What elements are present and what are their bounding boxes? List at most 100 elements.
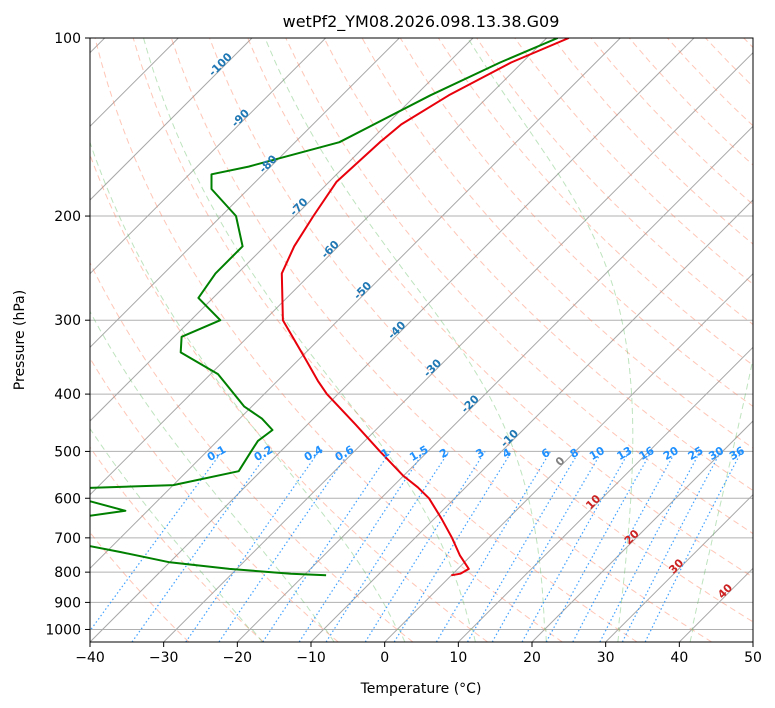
- isotherm-line: [605, 493, 753, 642]
- sounding-profiles: [90, 38, 570, 577]
- isotherms: [90, 38, 753, 642]
- isotherm-label: -50: [351, 279, 374, 302]
- mixing-ratio-line: [298, 451, 425, 642]
- mixing-ratio-label: 20: [661, 444, 681, 463]
- dry-adiabat-line: [90, 446, 264, 642]
- mixing-ratio-label: 6: [539, 446, 552, 461]
- y-tick-label: 300: [54, 313, 81, 329]
- dry-adiabats: [90, 38, 753, 642]
- mixing-ratio-line: [262, 451, 391, 642]
- mixing-ratio-line: [599, 451, 701, 642]
- isotherm-line: [384, 272, 753, 642]
- mixing-ratio-line: [545, 451, 652, 642]
- dry-adiabat-line: [170, 38, 712, 642]
- dry-adiabat-line: [132, 38, 638, 642]
- isotherm-line: [90, 38, 695, 642]
- mixing-ratio-label: 1: [379, 446, 392, 461]
- moist-adiabat-line: [689, 356, 753, 642]
- mixing-ratio-label: 25: [686, 444, 706, 463]
- mixing-ratio-line: [90, 451, 223, 632]
- x-tick-label: −20: [223, 650, 253, 666]
- plot-frame: [89, 37, 754, 643]
- x-tick-label: 30: [597, 650, 615, 666]
- isotherm-line: [163, 51, 753, 642]
- moist-adiabat-line: [90, 427, 263, 642]
- mixing-ratio-line: [393, 451, 513, 642]
- dry-adiabat-line: [514, 38, 753, 285]
- moist-adiabat-line: [90, 140, 406, 642]
- y-tick-label: 1000: [45, 622, 81, 638]
- y-tick-label: 200: [54, 209, 81, 225]
- y-axis-label: Pressure (hPa): [12, 290, 28, 390]
- mixing-ratio-line: [435, 451, 552, 642]
- dry-adiabat-line: [90, 357, 339, 642]
- moist-adiabat-label: 20: [622, 527, 642, 547]
- mixing-ratio-line: [131, 451, 270, 642]
- y-tick-label: 800: [54, 565, 81, 581]
- moist-adiabat-label: 10: [583, 492, 603, 512]
- isotherm-line: [90, 38, 400, 349]
- pressure-gridlines: [90, 38, 753, 630]
- dry-adiabat-line: [743, 38, 753, 49]
- mixing-ratio-line: [621, 451, 722, 642]
- isotherm-label: -10: [498, 427, 521, 450]
- isotherm-line: [310, 199, 753, 642]
- dry-adiabat-line: [552, 38, 753, 245]
- dewpoint-profile-line: [90, 38, 559, 577]
- mixing-ratio-line: [572, 451, 677, 642]
- isotherm-line: [236, 125, 753, 642]
- dry-adiabat-line: [209, 38, 753, 623]
- mixing-ratio-line: [325, 451, 450, 642]
- chart-title: wetPf2_YM08.2026.098.13.38.G09: [283, 12, 560, 32]
- moist-adiabat-line: [90, 310, 335, 642]
- mixing-ratio-label: 36: [727, 444, 747, 463]
- mixing-ratio-label: 0.4: [302, 443, 326, 464]
- y-tick-label: 500: [54, 444, 81, 460]
- dry-adiabat-line: [247, 38, 753, 578]
- x-tick-label: −30: [149, 650, 179, 666]
- moist-adiabats: [90, 38, 753, 642]
- isotherm-label: -40: [385, 318, 408, 341]
- dry-adiabat-line: [667, 38, 753, 127]
- x-tick-label: 40: [670, 650, 688, 666]
- mixing-ratio-label: 0.1: [205, 443, 228, 464]
- isotherm-line: [90, 38, 621, 570]
- y-tick-label: 400: [54, 387, 81, 403]
- isotherm-line: [752, 641, 753, 642]
- dry-adiabat-line: [323, 38, 753, 492]
- mixing-ratio-lines: [90, 451, 743, 642]
- isotherm-label: -20: [459, 392, 482, 415]
- mixing-ratio-line: [185, 451, 320, 642]
- dry-adiabat-line: [94, 38, 563, 642]
- x-axis-label: Temperature (°C): [360, 681, 482, 697]
- dry-adiabat-line: [590, 38, 753, 206]
- mixing-ratio-label: 1.5: [407, 443, 430, 464]
- x-tick-label: 10: [449, 650, 467, 666]
- isotherm-line: [678, 567, 753, 642]
- isotherm-label: -80: [257, 152, 280, 175]
- x-tick-label: −10: [296, 650, 326, 666]
- dry-adiabat-line: [90, 261, 414, 642]
- moist-adiabat-line: [467, 38, 634, 642]
- dry-adiabat-line: [437, 38, 753, 366]
- dry-adiabat-line: [476, 38, 753, 326]
- x-tick-label: −40: [75, 650, 105, 666]
- mixing-ratio-line: [218, 451, 351, 642]
- temperature-profile-line: [280, 38, 570, 577]
- mixing-ratio-line: [644, 451, 743, 642]
- moist-adiabat-line: [143, 38, 476, 642]
- moist-adiabat-line: [264, 38, 547, 642]
- moist-adiabat-label: 40: [715, 581, 735, 601]
- isotherm-line: [90, 38, 327, 275]
- x-tick-label: 50: [744, 650, 762, 666]
- isotherm-line: [531, 420, 753, 642]
- mixing-ratio-label: 2: [437, 446, 450, 461]
- x-tick-label: 20: [523, 650, 541, 666]
- dry-adiabat-line: [90, 531, 190, 642]
- mixing-ratio-line: [521, 451, 630, 642]
- isotherm-label: -70: [287, 195, 310, 218]
- mixing-ratio-label: 0.6: [333, 443, 357, 464]
- y-tick-label: 600: [54, 491, 81, 507]
- x-axis-ticks: −40 −30 −20 −10 0 10 20 30 40 50: [75, 642, 762, 666]
